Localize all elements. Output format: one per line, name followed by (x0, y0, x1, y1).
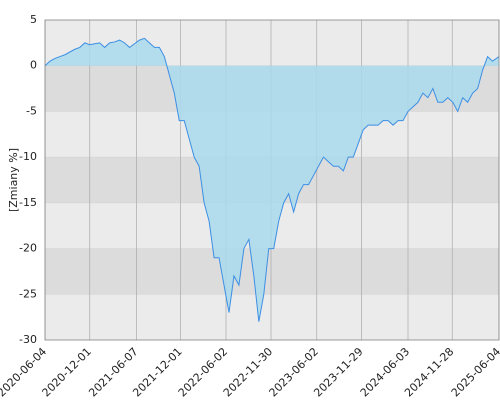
y-tick-label: 5 (30, 13, 37, 26)
y-tick-label: -20 (19, 242, 37, 255)
area (45, 38, 499, 322)
plot-frame (44, 19, 500, 341)
y-tick-label: -10 (19, 150, 37, 163)
y-tick-label: -5 (26, 104, 37, 117)
line (44, 37, 500, 322)
y-tick-label: -30 (19, 333, 37, 346)
y-tick-label: -25 (19, 287, 37, 300)
y-tick-label: 0 (30, 59, 37, 72)
y-axis-label: [Zmiany %] (7, 148, 20, 212)
x-tick-label: 2025-06-04 (449, 345, 500, 399)
background-band (45, 294, 499, 340)
background-band (45, 248, 499, 295)
y-tick-label: -15 (19, 196, 37, 209)
